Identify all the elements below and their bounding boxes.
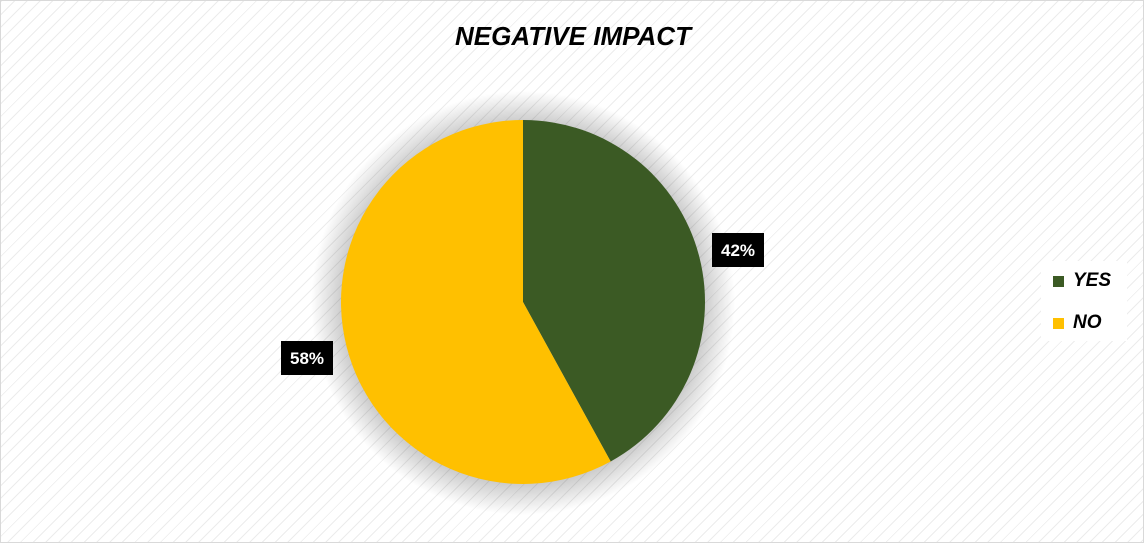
chart-title: NEGATIVE IMPACT <box>455 21 691 51</box>
data-label-box <box>712 233 764 267</box>
data-label-box <box>281 341 333 375</box>
pie-slice-yes <box>523 120 706 462</box>
pie-slice-no <box>341 120 611 484</box>
data-label-yes: 42% <box>712 233 764 267</box>
pie-data-labels: 42% 58% <box>281 233 764 375</box>
legend-swatch-yes <box>1053 275 1064 287</box>
legend: YES NO <box>1041 261 1127 341</box>
data-label-text: 42% <box>721 241 755 260</box>
data-label-no: 58% <box>281 341 333 375</box>
pie-slices <box>341 120 706 484</box>
data-label-text: 58% <box>290 349 324 368</box>
legend-swatch-no <box>1053 317 1064 329</box>
legend-label-no: NO <box>1073 312 1102 333</box>
legend-item-yes: YES <box>1053 269 1111 293</box>
legend-label-yes: YES <box>1073 270 1112 291</box>
legend-item-no: NO <box>1053 311 1102 335</box>
